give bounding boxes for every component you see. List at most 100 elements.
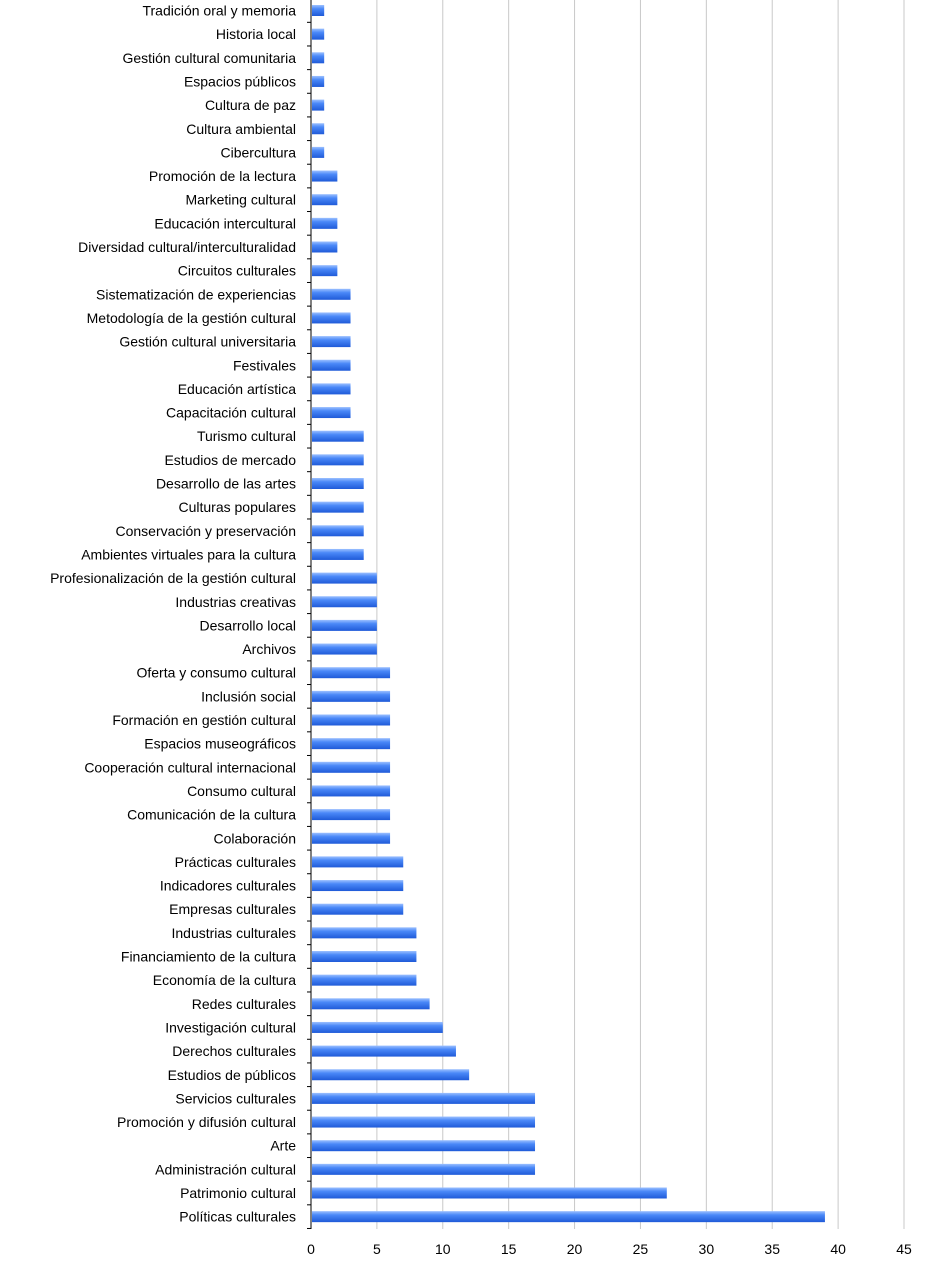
category-label: Promoción de la lectura: [149, 168, 296, 184]
category-label: Archivos: [242, 641, 296, 657]
x-tick-label: 25: [633, 1241, 649, 1257]
category-label: Cultura ambiental: [186, 121, 296, 137]
bar: [312, 856, 404, 868]
gridlines: [376, 0, 905, 1229]
bar: [312, 52, 325, 64]
x-tick-label: 0: [307, 1241, 315, 1257]
axes: [307, 0, 312, 1229]
category-label: Industrias culturales: [171, 925, 296, 941]
category-label: Promoción y difusión cultural: [117, 1114, 296, 1130]
bar: [312, 643, 377, 655]
category-label: Sistematización de experiencias: [96, 286, 296, 302]
bar: [312, 619, 377, 631]
bar: [312, 359, 351, 371]
category-label: Espacios públicos: [184, 73, 296, 89]
bar: [312, 927, 417, 939]
category-label: Desarrollo local: [200, 617, 296, 633]
category-label: Derechos culturales: [172, 1043, 296, 1059]
category-label: Indicadores culturales: [160, 878, 296, 894]
bar: [312, 5, 325, 16]
bar: [312, 430, 364, 442]
bar: [312, 690, 391, 702]
bar: [312, 217, 338, 229]
category-label: Circuitos culturales: [178, 263, 296, 279]
bar: [312, 1092, 536, 1104]
bar: [312, 1021, 443, 1033]
bar: [312, 146, 325, 158]
bar: [312, 832, 391, 844]
bar: [312, 880, 404, 892]
category-label: Cooperación cultural internacional: [84, 759, 296, 775]
category-label: Conservación y preservación: [115, 523, 296, 539]
bar: [312, 998, 430, 1010]
bar: [312, 974, 417, 986]
category-label: Financiamiento de la cultura: [121, 949, 296, 965]
category-label: Oferta y consumo cultural: [136, 665, 296, 681]
category-label: Ambientes virtuales para la cultura: [81, 546, 296, 562]
bar: [312, 1140, 536, 1152]
category-label: Desarrollo de las artes: [156, 476, 296, 492]
bar: [312, 1045, 456, 1057]
bar: [312, 170, 338, 182]
bar: [312, 265, 338, 277]
x-tick-labels: 0 5 10 15 20 25 30 35 40 45: [307, 1241, 912, 1257]
bar: [312, 194, 338, 206]
category-label: Marketing cultural: [186, 192, 297, 208]
bar: [312, 1211, 825, 1223]
category-label: Estudios de mercado: [164, 452, 296, 468]
category-label: Cibercultura: [221, 144, 297, 160]
bar: [312, 1069, 470, 1081]
category-label: Prácticas culturales: [175, 854, 296, 870]
category-label: Arte: [270, 1138, 296, 1154]
bar: [312, 761, 391, 773]
bar: [312, 123, 325, 135]
category-label: Redes culturales: [192, 996, 296, 1012]
x-tick-label: 45: [896, 1241, 912, 1257]
category-label: Diversidad cultural/interculturalidad: [78, 239, 296, 255]
category-label: Educación artística: [178, 381, 296, 397]
category-label: Patrimonio cultural: [180, 1185, 296, 1201]
bar: [312, 478, 364, 489]
bar: [312, 785, 391, 797]
bar: [312, 75, 325, 87]
category-label: Metodología de la gestión cultural: [87, 310, 296, 326]
bar: [312, 28, 325, 40]
x-tick-label: 20: [567, 1241, 583, 1257]
category-label: Estudios de públicos: [168, 1067, 296, 1083]
bar: [312, 288, 351, 300]
category-label: Industrias creativas: [175, 594, 296, 610]
category-label: Festivales: [233, 357, 296, 373]
category-label: Tradición oral y memoria: [142, 3, 296, 19]
category-label: Inclusión social: [201, 688, 296, 704]
category-label: Servicios culturales: [175, 1090, 296, 1106]
category-labels: Tradición oral y memoria Historia local Ge…: [50, 3, 296, 1225]
bar: [312, 407, 351, 419]
x-tick-label: 10: [435, 1241, 451, 1257]
bar: [312, 714, 391, 726]
bar: [312, 738, 391, 750]
bar: [312, 525, 364, 537]
x-tick-label: 5: [373, 1241, 381, 1257]
bar: [312, 1163, 536, 1175]
bar: [312, 336, 351, 348]
category-label: Administración cultural: [155, 1161, 296, 1177]
bar: [312, 501, 364, 513]
category-label: Culturas populares: [178, 499, 296, 515]
category-label: Turismo cultural: [197, 428, 296, 444]
category-label: Empresas culturales: [169, 901, 296, 917]
category-label: Economía de la cultura: [153, 972, 296, 988]
category-label: Consumo cultural: [187, 783, 296, 799]
category-label: Gestión cultural comunitaria: [122, 50, 296, 66]
category-label: Formación en gestión cultural: [112, 712, 296, 728]
bars: [312, 5, 825, 1223]
bar: [312, 572, 377, 584]
x-tick-label: 30: [699, 1241, 715, 1257]
bar: [312, 383, 351, 395]
category-label: Profesionalización de la gestión cultura…: [50, 570, 296, 586]
bar: [312, 312, 351, 324]
bar: [312, 99, 325, 111]
category-label: Comunicación de la cultura: [127, 807, 296, 823]
bar: [312, 1187, 667, 1199]
category-label: Cultura de paz: [205, 97, 296, 113]
